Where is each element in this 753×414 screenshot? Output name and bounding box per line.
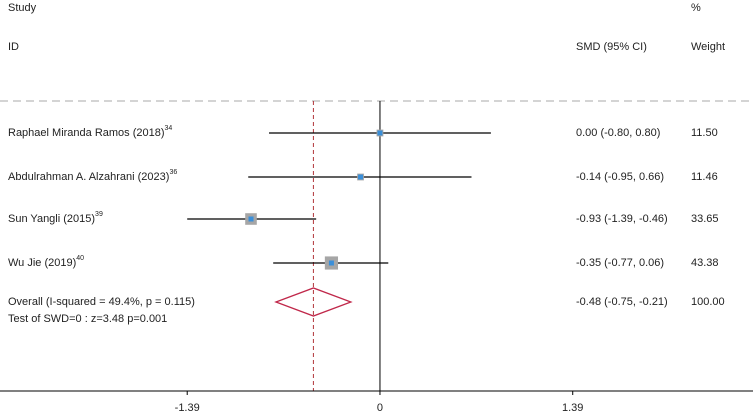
header-percent: % xyxy=(691,2,701,14)
study-ref: 39 xyxy=(95,211,103,218)
ci-label: 0.00 (-0.80, 0.80) xyxy=(576,127,660,139)
study-name: Raphael Miranda Ramos (2018)34 xyxy=(8,125,172,139)
x-tick-label: -1.39 xyxy=(175,402,200,414)
study-name: Wu Jie (2019)40 xyxy=(8,255,84,269)
overall-name: Overall (I-squared = 49.4%, p = 0.115) xyxy=(8,296,195,308)
ci-label: -0.14 (-0.95, 0.66) xyxy=(576,171,664,183)
ci-label: -0.93 (-1.39, -0.46) xyxy=(576,213,668,225)
overall-ci-label: -0.48 (-0.75, -0.21) xyxy=(576,296,668,308)
x-tick-label: 1.39 xyxy=(562,402,583,414)
header-smd: SMD (95% CI) xyxy=(576,41,647,53)
weight-label: 11.50 xyxy=(691,127,718,139)
overall-diamond xyxy=(274,287,353,317)
point-estimate xyxy=(328,260,334,266)
overall-weight-label: 100.00 xyxy=(691,296,725,308)
study-ref: 36 xyxy=(169,169,177,176)
study-label: Raphael Miranda Ramos (2018) xyxy=(8,127,165,139)
point-estimate xyxy=(377,130,383,136)
study-label: Abdulrahman A. Alzahrani (2023) xyxy=(8,171,169,183)
study-ref: 40 xyxy=(76,255,84,262)
study-name: Sun Yangli (2015)39 xyxy=(8,211,103,225)
study-ref: 34 xyxy=(165,125,173,132)
header-id: ID xyxy=(8,41,19,53)
ci-label: -0.35 (-0.77, 0.06) xyxy=(576,257,664,269)
study-name: Abdulrahman A. Alzahrani (2023)36 xyxy=(8,169,177,183)
weight-label: 11.46 xyxy=(691,171,718,183)
study-label: Sun Yangli (2015) xyxy=(8,213,95,225)
study-label: Wu Jie (2019) xyxy=(8,257,76,269)
header-study: Study xyxy=(8,2,37,14)
point-estimate xyxy=(248,216,254,222)
overall-test: Test of SWD=0 : z=3.48 p=0.001 xyxy=(8,313,167,325)
x-tick-label: 0 xyxy=(377,402,383,414)
header-weight: Weight xyxy=(691,41,725,53)
weight-label: 33.65 xyxy=(691,213,719,225)
weight-label: 43.38 xyxy=(691,257,719,269)
point-estimate xyxy=(358,174,364,180)
